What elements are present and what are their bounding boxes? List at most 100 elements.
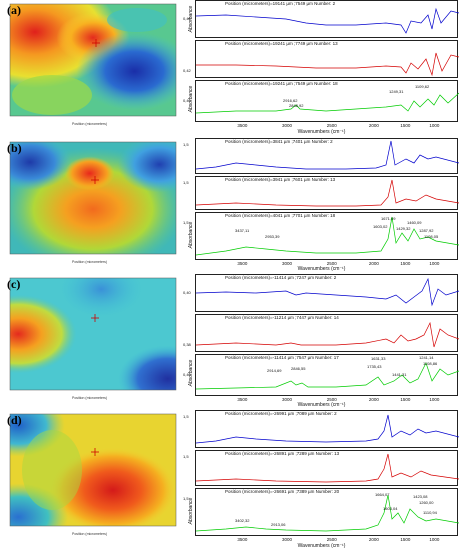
peak-label: 2953,39	[265, 234, 280, 239]
absorbance-label: Absorbance	[188, 5, 194, 33]
figure-panel-c: (c) Position (micrometers) Position (mic…	[0, 274, 460, 408]
peak-label: 1429,32	[396, 226, 411, 231]
spectrum-position: Position (micrometers)=3941 µm ;7601 µm …	[225, 177, 336, 182]
y-tick: 0,40	[183, 290, 191, 295]
y-tick: 1,5	[183, 180, 189, 185]
peak-label: 1603,04	[383, 506, 398, 511]
y-tick: 1,5	[183, 220, 189, 225]
x-tick: 2000	[368, 261, 379, 266]
spectrum-line	[196, 52, 460, 77]
x-tick: 2500	[326, 123, 337, 128]
x-axis: 3500 3000 2500 2000 1500 1000	[195, 123, 458, 129]
panel-label: (a)	[7, 3, 21, 17]
spectrum-position: Position (micrometers)=-26891 µm ;7289 µ…	[225, 451, 340, 456]
heatmap-b	[9, 141, 177, 255]
spectrum-bottom: Position (micrometers)=-11414 µm ;7547 µ…	[183, 354, 460, 396]
absorbance-label: Absorbance	[188, 221, 194, 249]
x-tick: 3500	[237, 537, 248, 542]
x-tick: 3500	[237, 397, 248, 402]
x-axis: 3500 3000 2500 2000 1500 1000	[195, 261, 458, 267]
x-tick: 2000	[368, 537, 379, 542]
peak-label: 2846,55	[291, 366, 306, 371]
x-tick: 2000	[368, 397, 379, 402]
heatmap-a	[9, 3, 177, 117]
map-x-label: Position (micrometers)	[72, 260, 108, 264]
spectrum-line	[195, 92, 460, 114]
chemical-map-b: (b) Position (micrometers)	[2, 138, 180, 268]
spectra-d: Position (micrometers)=-26991 µm ;7089 µ…	[183, 410, 460, 550]
spectrum-line	[195, 216, 460, 256]
peak-label: 1108,86	[423, 361, 438, 366]
peak-label: 1460,09	[407, 220, 422, 225]
peak-label: 1423,08	[413, 494, 428, 499]
spectrum-line	[195, 362, 460, 390]
spectrum-mid: Position (micrometers)=19241 µm ;7749 µm…	[183, 40, 460, 78]
spectrum-mid: Position (micrometers)=-11214 µm ;7447 µ…	[183, 314, 460, 352]
figure-panel-b: (b) Position (micrometers) Position (mic…	[0, 138, 460, 272]
x-axis-label: Wavenumbers (cm⁻¹)	[297, 129, 346, 135]
x-tick: 3000	[282, 537, 293, 542]
spectrum-top: Position (micrometers)=-26991 µm ;7089 µ…	[183, 410, 460, 448]
x-tick: 1500	[400, 123, 411, 128]
spectrum-position: Position (micrometers)=19241 µm ;7549 µm…	[225, 81, 338, 86]
x-tick: 1500	[400, 537, 411, 542]
spectrum-position: Position (micrometers)=19141 µm ;7549 µm…	[225, 1, 336, 6]
chemical-map-a: (a) Position (micrometers)	[2, 0, 180, 130]
x-tick: 1000	[429, 537, 440, 542]
x-tick: 1000	[429, 261, 440, 266]
x-axis-label: Wavenumbers (cm⁻¹)	[297, 402, 346, 408]
spectrum-mid: Position (micrometers)=3941 µm ;7601 µm …	[183, 176, 460, 210]
spectrum-bottom: Position (micrometers)=4041 µm ;7701 µm …	[183, 212, 460, 260]
peak-label: 1249,31	[389, 89, 404, 94]
peak-label: 1603,02	[373, 224, 388, 229]
peak-label: 1631,33	[371, 356, 386, 361]
y-tick: 1,5	[183, 142, 189, 147]
figure-panel-d: (d) Position (micrometers) Position (mic…	[0, 410, 460, 550]
chemical-map-d: (d) Position (micrometers)	[2, 410, 180, 542]
spectrum-position: Position (micrometers)=3841 µm ;7401 µm …	[225, 139, 333, 144]
peak-label: 3402,32	[235, 518, 250, 523]
peak-label: 1110,94	[423, 510, 437, 515]
spectrum-line	[195, 140, 460, 170]
spectrum-mid: Position (micrometers)=-26891 µm ;7289 µ…	[183, 450, 460, 486]
spectrum-position: Position (micrometers)=4041 µm ;7701 µm …	[225, 213, 336, 218]
x-axis-label: Wavenumbers (cm⁻¹)	[297, 266, 346, 272]
spectrum-line	[195, 179, 460, 207]
x-tick: 2500	[326, 537, 337, 542]
absorbance-label: Absorbance	[188, 359, 194, 387]
x-tick: 2500	[326, 397, 337, 402]
heatmap-c	[9, 277, 177, 391]
map-x-label: Position (micrometers)	[72, 532, 108, 536]
spectrum-position: Position (micrometers)=-11214 µm ;7447 µ…	[225, 315, 339, 320]
peak-label: 1108,05	[424, 234, 439, 239]
x-tick: 2500	[326, 261, 337, 266]
x-tick: 3500	[237, 261, 248, 266]
peak-label: 3437,11	[235, 228, 250, 233]
spectra-c: Position (micrometers)=-11414 µm ;7247 µ…	[183, 274, 460, 408]
x-tick: 3000	[282, 123, 293, 128]
peak-label: 1664,07	[375, 492, 390, 497]
x-tick: 1000	[429, 397, 440, 402]
peak-label: 1735,43	[367, 364, 382, 369]
spectrum-position: Position (micrometers)=-11414 µm ;7547 µ…	[225, 355, 339, 360]
y-tick: 1,5	[183, 454, 189, 459]
x-tick: 1000	[429, 123, 440, 128]
spectrum-bottom: Position (micrometers)=-26691 µm ;7389 µ…	[183, 488, 460, 536]
y-tick: 0,42	[183, 68, 191, 73]
peak-label: 1441,31	[392, 372, 407, 377]
spectra-a: Position (micrometers)=19141 µm ;7549 µm…	[183, 0, 460, 136]
peak-label: 2848,92	[289, 103, 304, 108]
spectrum-position: Position (micrometers)=19241 µm ;7749 µm…	[225, 41, 338, 46]
chemical-map-c: (c) Position (micrometers)	[2, 274, 180, 404]
absorbance-label: Absorbance	[188, 497, 194, 525]
x-tick: 3000	[282, 261, 293, 266]
figure-panel-a: (a) Position (micrometers) Position (mic…	[0, 0, 460, 136]
peak-label: 1109,62	[415, 84, 430, 89]
spectrum-line	[195, 453, 460, 483]
spectrum-line	[195, 414, 460, 444]
x-tick: 2000	[368, 123, 379, 128]
map-x-label: Position (micrometers)	[72, 396, 108, 400]
spectrum-bottom: Position (micrometers)=19241 µm ;7549 µm…	[183, 80, 460, 122]
spectra-b: Position (micrometers)=3841 µm ;7401 µm …	[183, 138, 460, 272]
x-axis-label: Wavenumbers (cm⁻¹)	[297, 543, 346, 549]
